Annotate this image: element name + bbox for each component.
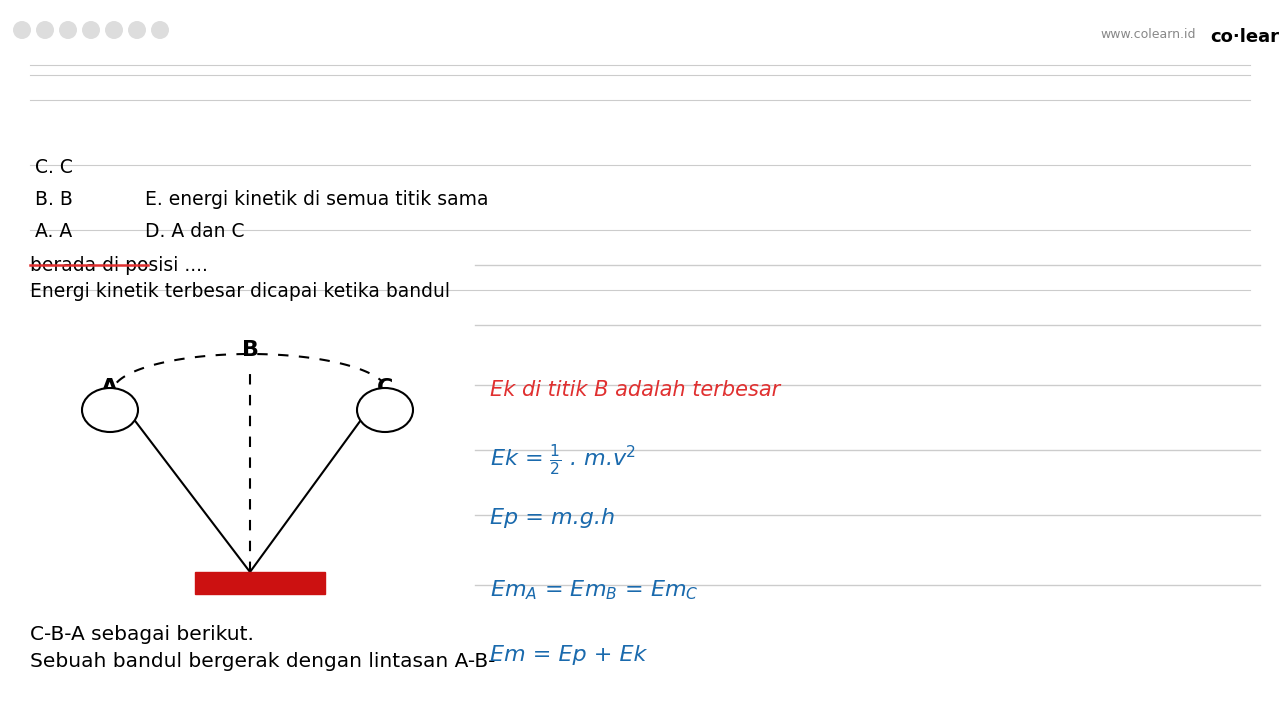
Text: A. A: A. A [35,222,72,241]
Ellipse shape [36,21,54,39]
Text: Ek = $\frac{1}{2}$ . m.v$^2$: Ek = $\frac{1}{2}$ . m.v$^2$ [490,442,636,477]
Ellipse shape [105,21,123,39]
Text: co·learn: co·learn [1210,28,1280,46]
Text: E. energi kinetik di semua titik sama: E. energi kinetik di semua titik sama [145,190,489,209]
Ellipse shape [82,388,138,432]
Text: Ek di titik B adalah terbesar: Ek di titik B adalah terbesar [490,380,781,400]
Bar [195,572,325,594]
Text: Energi kinetik terbesar dicapai ketika bandul: Energi kinetik terbesar dicapai ketika b… [29,282,451,301]
Text: Em$_A$ = Em$_B$ = Em$_C$: Em$_A$ = Em$_B$ = Em$_C$ [490,578,699,602]
Ellipse shape [82,21,100,39]
Ellipse shape [151,21,169,39]
Text: Sebuah bandul bergerak dengan lintasan A-B-: Sebuah bandul bergerak dengan lintasan A… [29,652,495,671]
Text: B: B [242,340,259,360]
Ellipse shape [13,21,31,39]
Text: A: A [101,378,119,398]
Text: Ep = m.g.h: Ep = m.g.h [490,508,616,528]
Text: C. C: C. C [35,158,73,177]
Text: berada di posisi ....: berada di posisi .... [29,256,207,275]
Text: C-B-A sebagai berikut.: C-B-A sebagai berikut. [29,625,253,644]
Text: D. A dan C: D. A dan C [145,222,244,241]
Ellipse shape [59,21,77,39]
Ellipse shape [128,21,146,39]
Text: www.colearn.id: www.colearn.id [1100,29,1196,42]
Ellipse shape [357,388,413,432]
Text: B. B: B. B [35,190,73,209]
Text: C: C [376,378,393,398]
Text: Em = Ep + Ek: Em = Ep + Ek [490,645,646,665]
